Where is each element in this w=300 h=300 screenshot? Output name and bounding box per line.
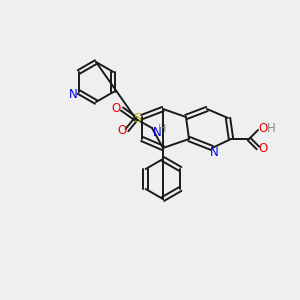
Text: H: H bbox=[158, 124, 166, 134]
Text: O: O bbox=[258, 142, 268, 154]
Text: S: S bbox=[133, 112, 141, 124]
Text: O: O bbox=[111, 103, 121, 116]
Text: N: N bbox=[153, 127, 161, 140]
Text: H: H bbox=[267, 122, 275, 136]
Text: O: O bbox=[117, 124, 127, 137]
Text: N: N bbox=[210, 146, 218, 160]
Text: N: N bbox=[69, 88, 78, 100]
Text: O: O bbox=[258, 122, 268, 136]
